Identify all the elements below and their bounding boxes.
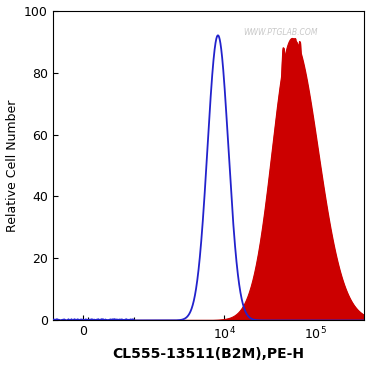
Text: WWW.PTGLAB.COM: WWW.PTGLAB.COM [243, 28, 317, 37]
Y-axis label: Relative Cell Number: Relative Cell Number [6, 99, 18, 232]
X-axis label: CL555-13511(B2M),PE-H: CL555-13511(B2M),PE-H [112, 348, 305, 361]
